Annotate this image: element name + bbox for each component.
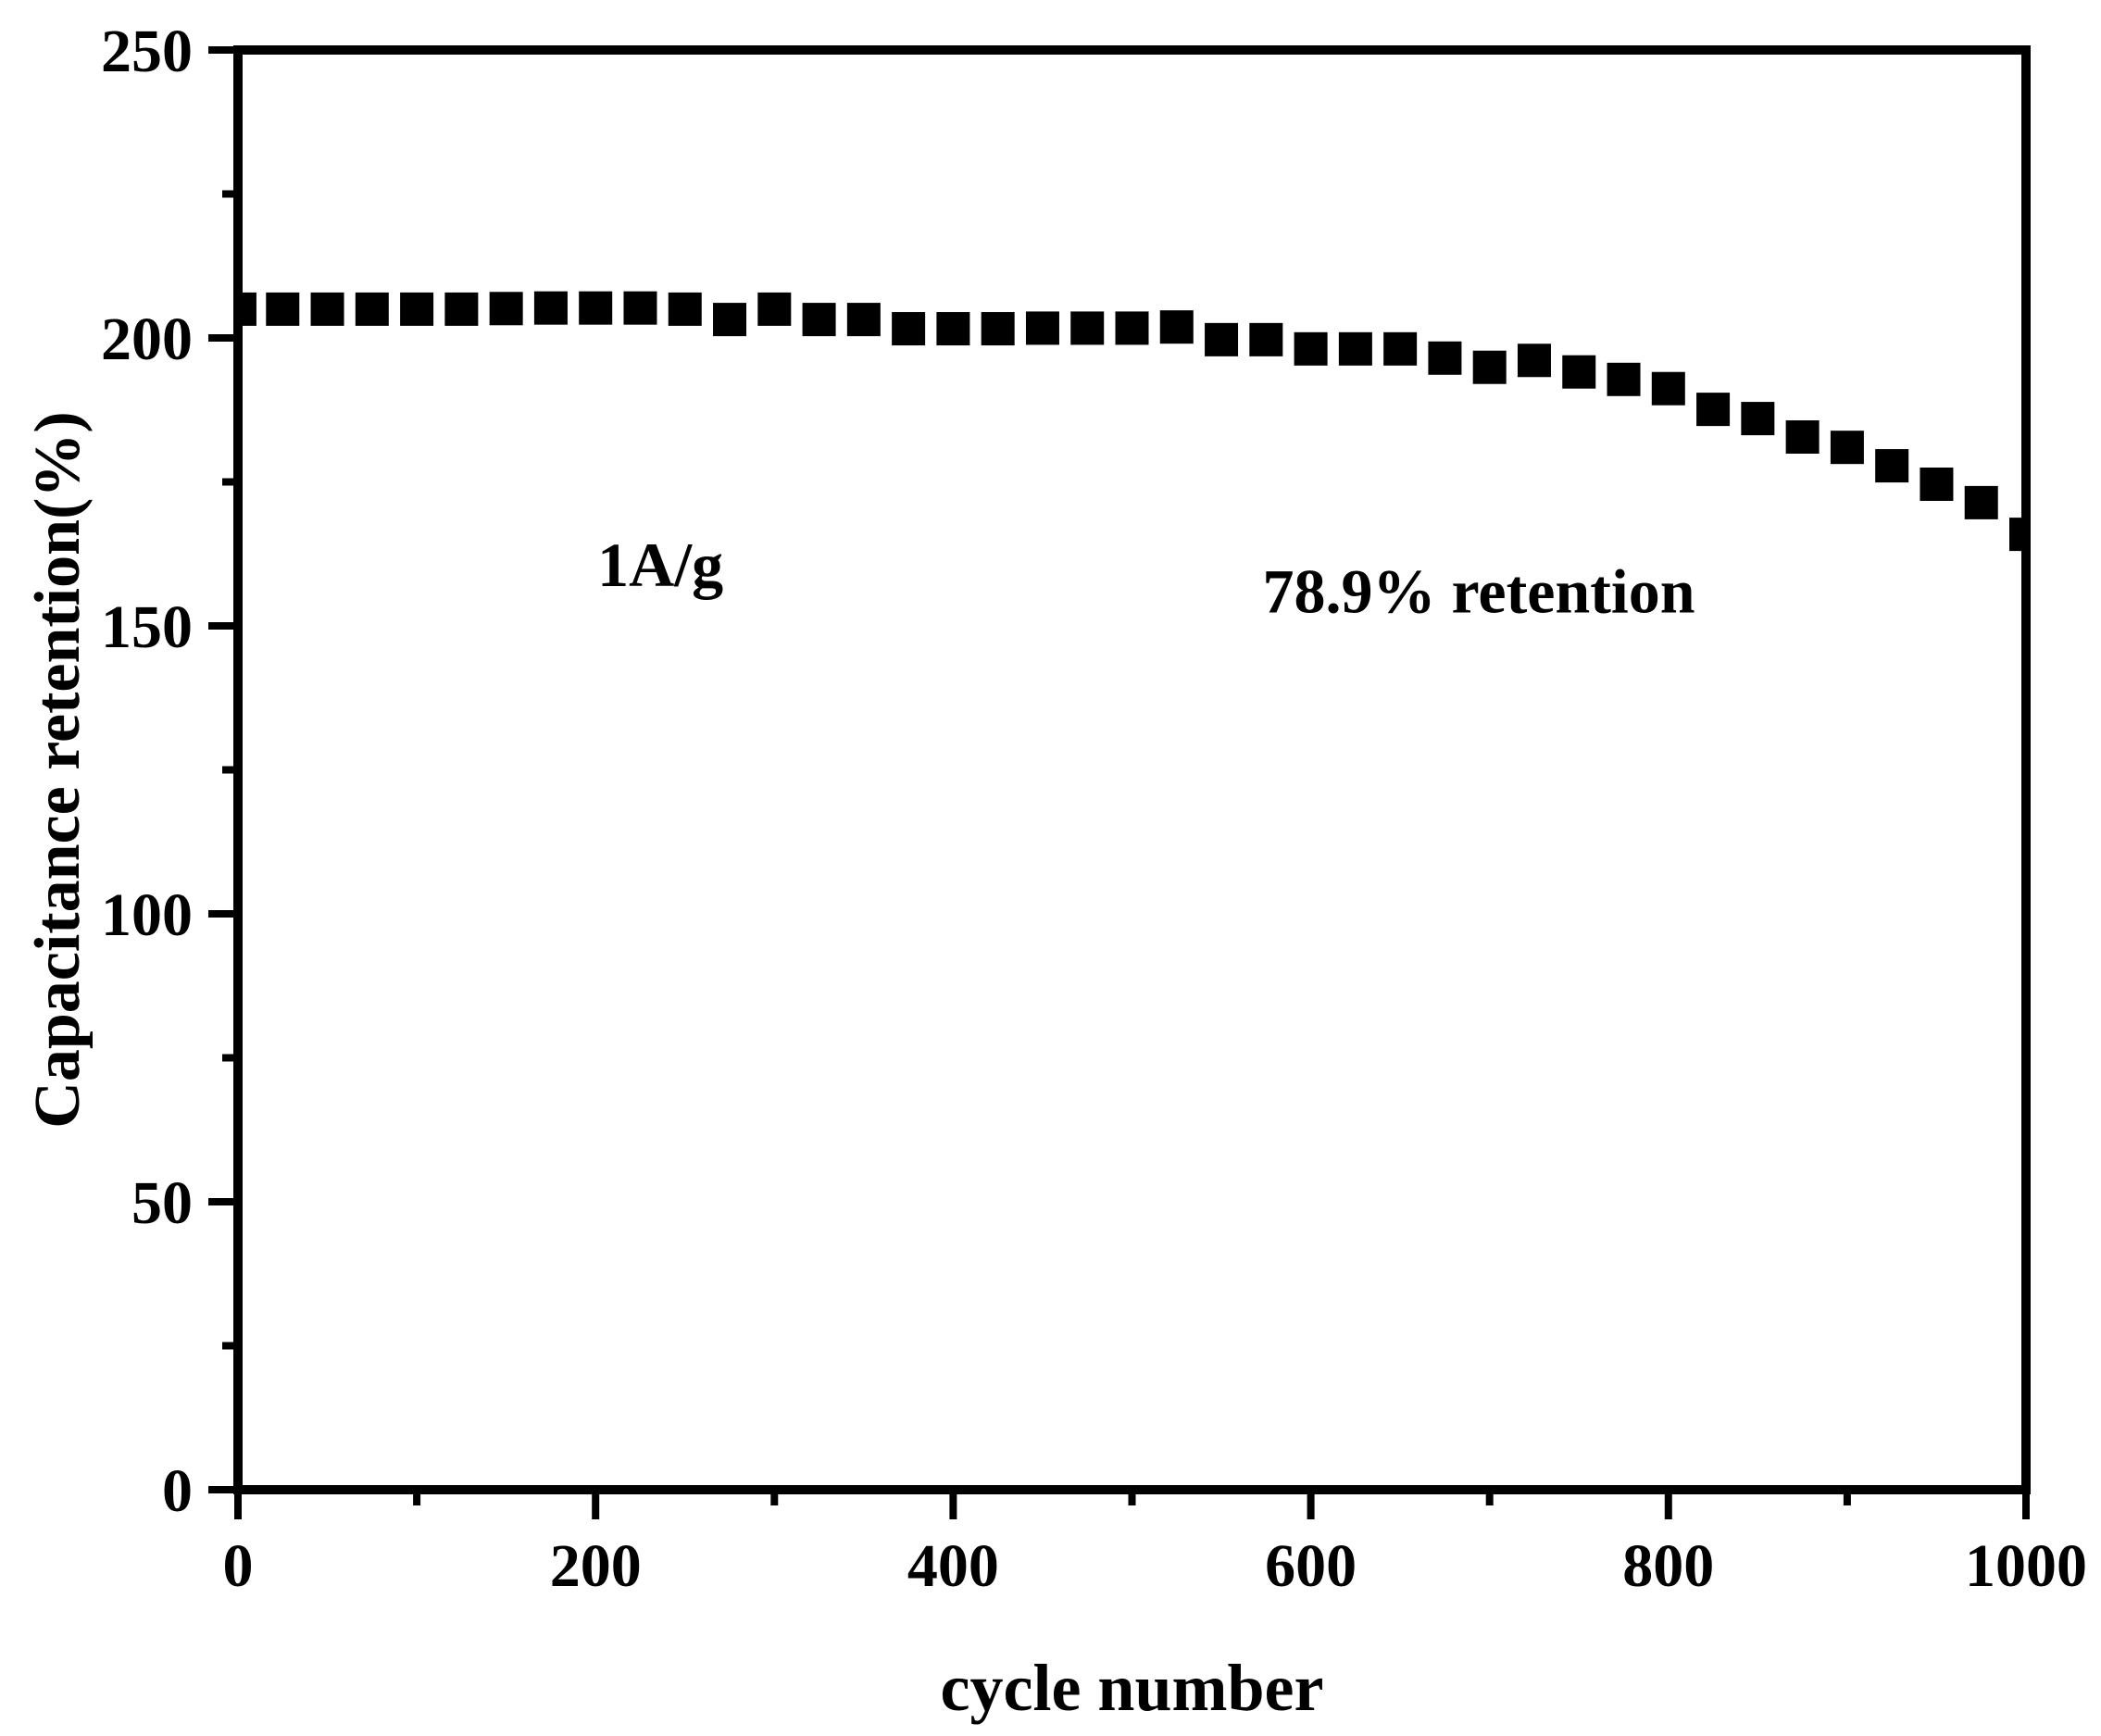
data-point (533, 291, 568, 325)
data-point (310, 292, 344, 326)
annotation-current-density: 1A/g (597, 530, 723, 600)
annotation-retention: 78.9% retention (1262, 556, 1695, 627)
y-tick-label: 200 (101, 306, 193, 373)
data-point (936, 312, 970, 346)
x-tick-label: 200 (550, 1532, 642, 1600)
data-point (1428, 341, 1462, 375)
plot-frame (233, 45, 2031, 1494)
data-point (846, 303, 881, 337)
data-point (355, 292, 389, 326)
data-point (489, 292, 523, 326)
data-point (1338, 331, 1372, 366)
x-tick-label: 0 (223, 1532, 254, 1600)
y-tick-label: 100 (101, 881, 193, 949)
data-point (1830, 431, 1864, 465)
y-tick-label: 150 (101, 593, 193, 661)
x-tick-label: 1000 (1965, 1532, 2087, 1600)
data-series (238, 291, 2026, 552)
y-axis-title: Capacitance retention(%) (22, 411, 94, 1128)
data-point (892, 312, 926, 346)
y-tick-label: 50 (131, 1169, 193, 1237)
data-point (444, 292, 479, 326)
x-tick-label: 800 (1622, 1532, 1714, 1600)
y-tick-label: 0 (162, 1457, 193, 1525)
data-point (1294, 331, 1328, 366)
x-axis-title: cycle number (941, 1651, 1324, 1725)
data-point (579, 291, 613, 325)
data-point (1607, 362, 1641, 396)
data-point (1785, 419, 1820, 454)
data-point (1472, 350, 1507, 384)
data-point (802, 303, 836, 337)
data-point (623, 291, 657, 325)
y-tick-label: 250 (101, 18, 193, 85)
data-point (1875, 449, 1909, 483)
data-point (400, 292, 434, 326)
x-tick-label: 600 (1265, 1532, 1357, 1600)
data-point (238, 292, 256, 326)
data-point (1159, 310, 1194, 344)
data-point (1249, 322, 1283, 356)
data-point (1562, 355, 1596, 389)
data-point (981, 312, 1015, 346)
data-point (1517, 343, 1551, 378)
data-point (1964, 485, 1998, 519)
data-point (2009, 518, 2026, 552)
data-point (1920, 467, 1954, 501)
data-point (1696, 393, 1731, 427)
data-point (668, 292, 702, 326)
data-point (1205, 322, 1239, 356)
data-point (1383, 331, 1418, 366)
data-point (713, 303, 747, 337)
data-point (266, 292, 300, 326)
data-point (1651, 371, 1685, 406)
data-point (1070, 311, 1105, 345)
x-tick-label: 400 (907, 1532, 999, 1600)
data-point (1741, 402, 1775, 436)
data-point (1025, 311, 1059, 345)
data-point (1115, 311, 1149, 345)
data-point (757, 292, 792, 326)
